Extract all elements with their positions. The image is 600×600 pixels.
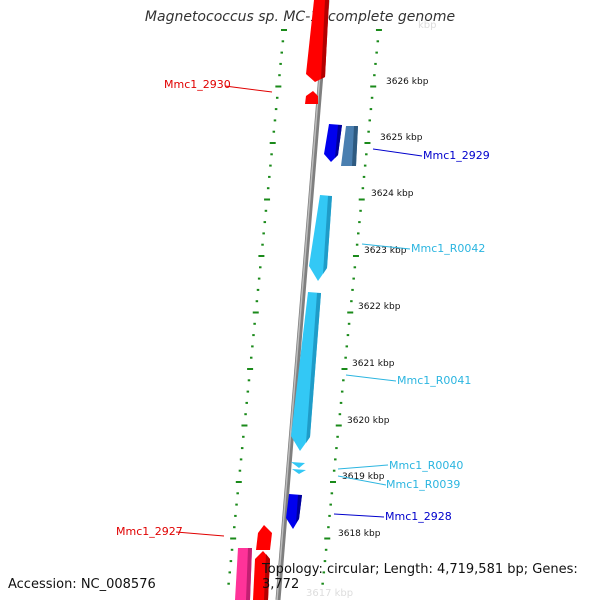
leader-line-mmc1-r0039 <box>337 475 387 486</box>
scale-label: 3619 kbp <box>342 472 385 482</box>
leader-line-mmc1-r0041 <box>345 374 397 382</box>
scale-label: 3626 kbp <box>386 77 429 87</box>
scale-label: 3624 kbp <box>371 189 414 199</box>
feature-label-mmc1-2930[interactable]: Mmc1_2930 <box>164 78 231 91</box>
feature-label-mmc1-r0042[interactable]: Mmc1_R0042 <box>411 242 485 255</box>
gene-arrow-blue-reverse-shade <box>335 125 342 158</box>
scale-label: 3625 kbp <box>380 133 423 143</box>
feature-label-mmc1-r0039[interactable]: Mmc1_R0039 <box>386 478 460 491</box>
topology-text: Topology: circular; Length: 4,719,581 bp… <box>262 562 578 592</box>
leader-line-mmc1-2927 <box>175 531 225 537</box>
scale-ticks-outer <box>321 29 382 585</box>
scale-label: 3622 kbp <box>358 302 401 312</box>
leader-line-mmc1-r0040 <box>337 464 389 470</box>
feature-label-mmc1-r0040[interactable]: Mmc1_R0040 <box>389 459 463 472</box>
leader-line-mmc1-2929 <box>372 148 423 157</box>
gene-arrow-mmc1-2930-shade <box>321 0 329 79</box>
leader-line-mmc1-2930 <box>224 85 273 93</box>
backbone-line <box>275 0 330 600</box>
feature-labels: Mmc1_2930 Mmc1_2929 Mmc1_R0042 Mmc1_R004… <box>116 78 490 538</box>
rna-arrow-mmc1-r0041[interactable] <box>291 292 321 451</box>
accession-text: Accession: NC_008576 <box>8 577 156 592</box>
scale-ticks-inner <box>227 29 287 585</box>
gene-features <box>235 0 358 600</box>
feature-label-mmc1-2929[interactable]: Mmc1_2929 <box>423 149 490 162</box>
svg-text:kbp: kbp <box>418 20 437 31</box>
feature-label-mmc1-2927[interactable]: Mmc1_2927 <box>116 525 183 538</box>
scale-label: 3623 kbp <box>364 246 407 256</box>
gene-arrow-red-small[interactable] <box>305 91 318 104</box>
gene-arrow-mmc1-2927[interactable] <box>256 525 272 550</box>
scale-label: 3618 kbp <box>338 529 381 539</box>
rna-arrow-mmc1-r0042-shade <box>323 196 332 274</box>
feature-label-mmc1-r0041[interactable]: Mmc1_R0041 <box>397 374 471 387</box>
map-title: Magnetococcus sp. MC-1, complete genome <box>144 9 456 25</box>
svg-text:3617 kbp: 3617 kbp <box>306 588 353 599</box>
gene-arrow-mmc1-2928-shade <box>296 495 302 523</box>
gene-arrow-pink-shade <box>246 548 252 600</box>
scale-label: 3620 kbp <box>347 416 390 426</box>
rna-chevron-mmc1-r0040[interactable] <box>291 462 305 468</box>
gene-arrow-mmc1-2929-shade <box>352 126 358 166</box>
gene-arrow-red-bottom-shade <box>264 554 270 600</box>
rna-chevron-mmc1-r0039[interactable] <box>292 469 306 474</box>
leader-line-mmc1-2928 <box>333 513 385 518</box>
leader-line-mmc1-r0042 <box>361 243 411 250</box>
feature-label-mmc1-2928[interactable]: Mmc1_2928 <box>385 510 452 523</box>
rna-arrow-mmc1-r0041-shade <box>306 293 321 443</box>
scale-label: 3621 kbp <box>352 359 395 369</box>
scale-labels: 3626 kbp 3625 kbp 3624 kbp 3623 kbp 3622… <box>338 77 429 539</box>
label-leader-lines <box>175 85 423 537</box>
